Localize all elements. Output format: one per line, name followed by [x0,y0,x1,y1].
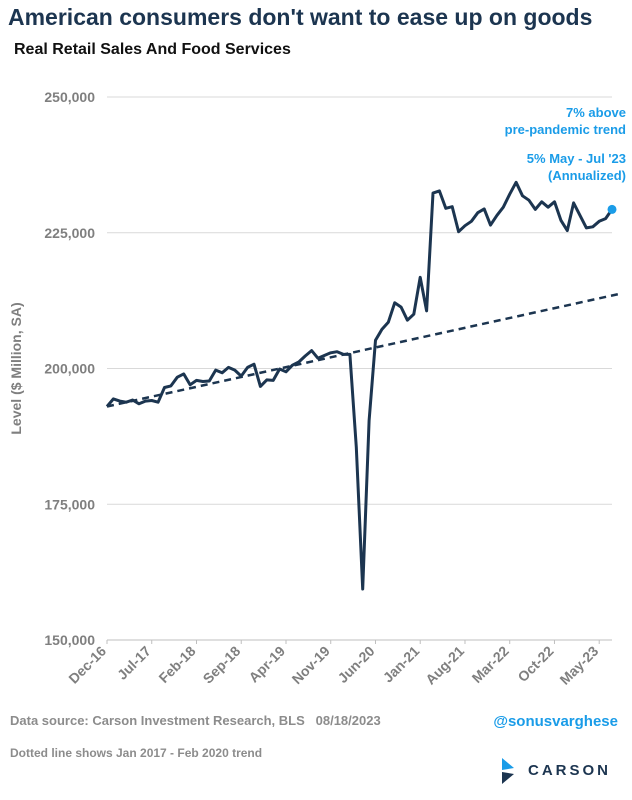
x-tick-label: Nov-19 [289,643,333,687]
y-axis-label: Level ($ Million, SA) [8,302,24,434]
carson-logo: CARSON [498,756,622,786]
data-source: Data source: Carson Investment Research,… [10,713,381,728]
source-text: Data source: Carson Investment Research,… [10,713,305,728]
y-tick-label: 200,000 [44,361,95,377]
x-tick-label: May-23 [556,643,601,688]
annotation-label: 7% above [566,105,626,120]
x-tick-label: Aug-21 [422,643,467,688]
x-tick-label: Dec-16 [65,643,109,687]
annotation-label: (Annualized) [548,168,626,183]
x-tick-label: Mar-22 [469,643,512,686]
last-point-marker [607,204,617,214]
series-line [105,180,614,591]
carson-logo-text: CARSON [528,762,612,779]
y-tick-label: 150,000 [44,632,95,648]
trend-line [106,292,619,408]
x-tick-label: Oct-22 [514,643,556,685]
carson-logo-icon [502,758,514,784]
chart-title: American consumers don't want to ease up… [8,4,593,30]
x-tick-label: Apr-19 [245,643,288,686]
x-tick-label: Jan-21 [380,643,423,686]
x-tick-label: Sep-18 [200,643,244,687]
twitter-handle[interactable]: @sonusvarghese [493,713,618,730]
trend-note: Dotted line shows Jan 2017 - Feb 2020 tr… [10,746,263,760]
chart-subtitle: Real Retail Sales And Food Services [14,41,291,58]
x-tick-label: Jul-17 [114,643,154,683]
x-tick-label: Jun-20 [334,643,377,686]
annotation-label: pre-pandemic trend [505,122,626,137]
annotation-label: 5% May - Jul '23 [527,151,626,166]
y-tick-label: 225,000 [44,225,95,241]
y-tick-label: 250,000 [44,89,95,105]
y-tick-label: 175,000 [44,496,95,512]
source-date: 08/18/2023 [315,713,381,728]
x-tick-label: Feb-18 [155,643,198,686]
